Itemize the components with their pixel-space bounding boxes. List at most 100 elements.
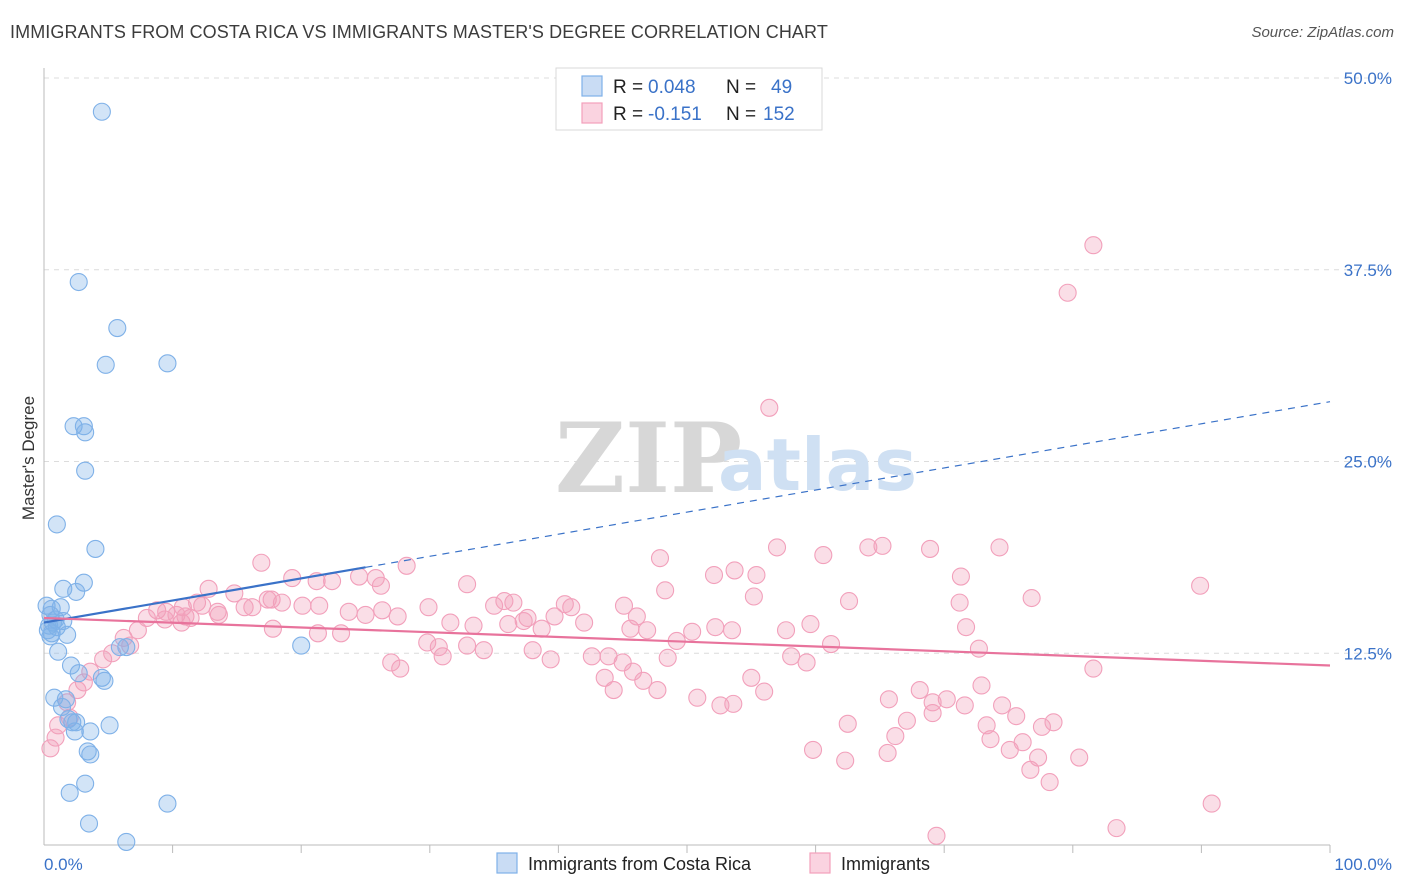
data-point-immigrants (955, 696, 974, 715)
data-point-immigrants (339, 602, 358, 621)
legend-n-label-1: N = (726, 77, 756, 98)
data-point-immigrants (464, 616, 483, 635)
data-point-immigrants (706, 618, 725, 637)
data-point-immigrants (923, 704, 942, 723)
data-point-immigrants (623, 662, 643, 681)
watermark-atlas: atlas (718, 423, 917, 507)
data-point-immigrants (803, 740, 823, 759)
x-tick-label: 100.0% (1334, 855, 1392, 874)
data-point-immigrants (1021, 760, 1040, 779)
data-point-immigrants (187, 593, 207, 612)
data-point-immigrants (776, 621, 796, 640)
data-point-immigrants (272, 593, 291, 612)
data-point-costa-rica (61, 656, 81, 675)
data-point-immigrants (46, 728, 65, 747)
data-point-costa-rica (108, 318, 127, 338)
watermark: ZIP atlas (555, 402, 917, 515)
data-point-costa-rica (67, 713, 86, 732)
data-point-immigrants (972, 676, 991, 695)
data-point-immigrants (252, 553, 271, 572)
source-credit: Source: ZipAtlas.com (1251, 24, 1394, 41)
data-point-immigrants (722, 621, 742, 640)
data-point-immigrants (356, 605, 375, 624)
data-point-immigrants (458, 575, 477, 594)
x-tick-label: 0.0% (44, 855, 83, 874)
data-point-immigrants (397, 556, 416, 575)
trend-lines (43, 401, 1331, 667)
data-point-immigrants (388, 607, 407, 626)
data-point-immigrants (767, 538, 787, 557)
data-point-costa-rica (76, 461, 95, 480)
data-point-immigrants (258, 590, 277, 609)
y-tick-labels: 12.5% 25.0% 37.5% 50.0% (1344, 69, 1392, 663)
data-point-immigrants (1032, 717, 1051, 736)
data-point-immigrants (41, 739, 60, 758)
y-tick-label: 50.0% (1344, 69, 1392, 88)
x-tick-labels: 0.0% 100.0% (44, 855, 1392, 874)
legend-r-label-1: R = (613, 77, 643, 98)
bottom-legend: Immigrants from Costa Rica Immigrants (496, 852, 930, 874)
y-tick-label: 25.0% (1344, 453, 1392, 472)
data-point-immigrants (209, 605, 228, 624)
data-point-immigrants (993, 696, 1012, 715)
data-point-immigrants (441, 613, 460, 632)
legend-swatch-immigrants (581, 102, 603, 124)
data-point-costa-rica (92, 668, 111, 687)
data-point-immigrants (969, 639, 988, 658)
bottom-legend-label-immigrants: Immigrants (841, 854, 930, 874)
data-point-costa-rica (67, 582, 86, 601)
data-point-immigrants (648, 681, 667, 700)
data-point-immigrants (262, 590, 281, 609)
data-point-immigrants (990, 538, 1009, 557)
data-point-immigrants (332, 624, 351, 643)
data-point-immigrants (74, 673, 93, 692)
data-point-immigrants (937, 690, 956, 709)
data-point-costa-rica (65, 722, 84, 741)
data-point-costa-rica (292, 636, 311, 655)
data-point-costa-rica (58, 625, 77, 644)
data-point-immigrants (797, 653, 816, 672)
data-point-immigrants (94, 650, 113, 669)
data-point-immigrants (155, 610, 174, 629)
data-point-immigrants (575, 613, 594, 632)
legend-r-value-2: -0.151 (648, 104, 702, 125)
data-point-immigrants (977, 716, 996, 735)
data-point-immigrants (1084, 659, 1103, 678)
data-point-immigrants (1040, 773, 1059, 792)
data-point-immigrants (545, 607, 564, 626)
data-point-immigrants (419, 598, 438, 617)
data-point-immigrants (1044, 713, 1063, 732)
data-point-immigrants (658, 648, 677, 667)
gridlines (44, 77, 1394, 654)
data-point-immigrants (604, 681, 623, 700)
data-point-immigrants (1084, 236, 1103, 255)
data-point-immigrants (208, 602, 227, 621)
data-point-immigrants (782, 647, 801, 666)
data-point-immigrants (725, 561, 744, 580)
data-point-immigrants (243, 598, 262, 617)
legend-n-value-1: 49 (771, 77, 792, 98)
data-point-immigrants (485, 596, 504, 615)
data-point-immigrants (474, 641, 493, 660)
data-point-costa-rica (158, 354, 177, 373)
chart-title: IMMIGRANTS FROM COSTA RICA VS IMMIGRANTS… (10, 22, 828, 42)
data-point-immigrants (760, 398, 779, 417)
legend-r-value-1: 0.048 (648, 77, 696, 98)
data-point-immigrants (418, 633, 437, 652)
data-point-immigrants (704, 565, 724, 585)
data-point-immigrants (157, 602, 176, 621)
data-point-costa-rica (95, 671, 114, 690)
data-point-immigrants (582, 647, 601, 666)
series-costa-rica-points (37, 102, 311, 851)
data-point-immigrants (688, 688, 707, 707)
data-point-immigrants (1013, 733, 1032, 752)
data-point-immigrants (634, 671, 653, 690)
data-point-immigrants (371, 576, 390, 595)
data-point-immigrants (504, 593, 523, 612)
data-point-costa-rica (74, 417, 93, 436)
data-point-immigrants (429, 638, 448, 657)
data-point-costa-rica (92, 102, 111, 121)
data-point-immigrants (1191, 576, 1210, 595)
data-point-costa-rica (69, 272, 88, 292)
data-point-immigrants (532, 619, 551, 638)
